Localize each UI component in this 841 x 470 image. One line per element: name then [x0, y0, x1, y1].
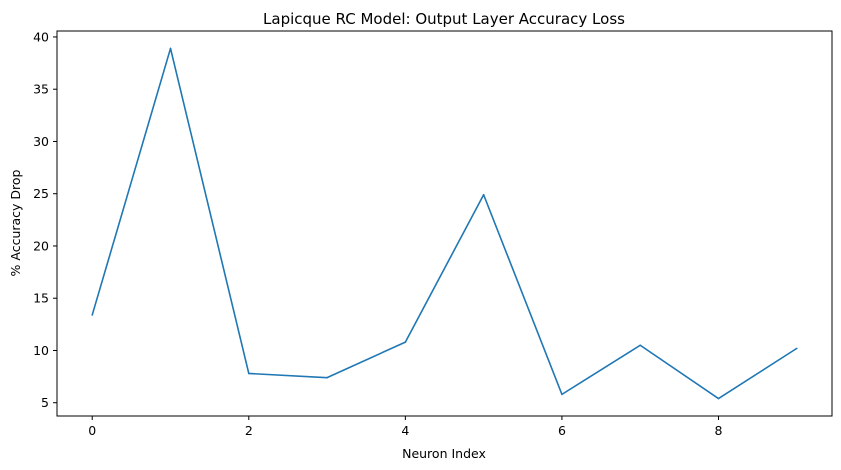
data-point	[169, 47, 172, 50]
y-tick-label: 30	[33, 134, 49, 149]
y-tick-label: 20	[33, 238, 49, 253]
y-tick-label: 25	[33, 186, 49, 201]
y-tick-label: 15	[33, 291, 49, 306]
x-axis-ticks: 0 2 4 6 8	[88, 416, 723, 438]
data-point	[91, 314, 94, 316]
plot-area	[56, 30, 833, 417]
y-tick-label: 5	[41, 395, 49, 410]
y-axis-label: % Accuracy Drop	[8, 169, 23, 276]
x-tick-label: 8	[715, 423, 723, 438]
data-point	[717, 397, 720, 400]
data-point	[247, 372, 250, 375]
y-tick-label: 35	[33, 82, 49, 97]
x-tick-label: 2	[245, 423, 253, 438]
data-point	[561, 393, 563, 396]
x-tick-label: 0	[88, 423, 96, 438]
x-tick-label: 6	[558, 423, 566, 438]
data-point	[326, 376, 328, 379]
x-axis-label: Neuron Index	[402, 446, 486, 461]
series-line	[91, 47, 798, 400]
y-axis-ticks: 5 10 15 20 25 30 35 40	[33, 29, 57, 410]
y-tick-label: 40	[33, 29, 49, 44]
series-layer	[91, 47, 798, 400]
data-point	[482, 193, 485, 196]
chart-title: Lapicque RC Model: Output Layer Accuracy…	[263, 10, 625, 28]
data-point	[639, 344, 642, 347]
data-point	[795, 347, 798, 350]
x-tick-label: 4	[401, 423, 409, 438]
y-tick-label: 10	[33, 343, 49, 358]
data-point	[404, 341, 407, 343]
